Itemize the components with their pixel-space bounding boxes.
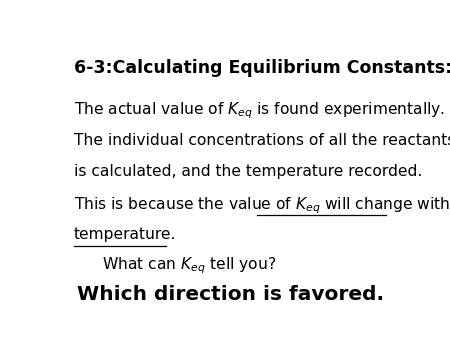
Text: is calculated, and the temperature recorded.: is calculated, and the temperature recor… [74,164,422,179]
Text: temperature.: temperature. [74,227,176,242]
Text: This is because the value of $K_{eq}$ will change with: This is because the value of $K_{eq}$ wi… [74,195,450,216]
Text: The individual concentrations of all the reactants: The individual concentrations of all the… [74,133,450,148]
Text: What can $K_{eq}$ tell you?: What can $K_{eq}$ tell you? [102,255,276,276]
Text: Which direction is favored.: Which direction is favored. [77,285,384,304]
Text: The actual value of $K_{eq}$ is found experimentally.: The actual value of $K_{eq}$ is found ex… [74,100,445,121]
Text: 6-3:Calculating Equilibrium Constants:: 6-3:Calculating Equilibrium Constants: [74,59,450,77]
